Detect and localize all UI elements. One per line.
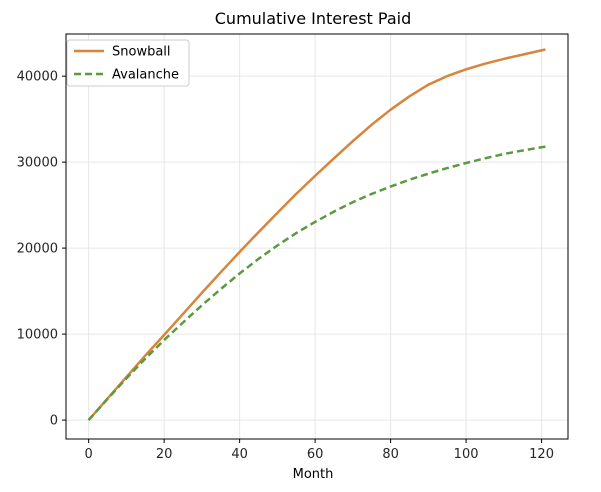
ticks: 0 20 40 60 80 100 120 0 10000 20000 30000 40000	[17, 70, 554, 462]
y-tick-label: 30000	[17, 156, 58, 171]
plot-frame	[65, 33, 569, 440]
y-tick-label: 40000	[17, 70, 58, 85]
legend-label-snowball: Snowball	[112, 45, 171, 60]
x-tick-label: 60	[307, 447, 324, 462]
gridlines	[66, 34, 568, 439]
x-tick-label: 40	[231, 447, 248, 462]
y-tick-label: 10000	[17, 328, 58, 343]
x-tick-label: 120	[529, 447, 554, 462]
x-tick-label: 100	[454, 447, 479, 462]
x-tick-label: 0	[85, 447, 93, 462]
y-tick-label: 0	[50, 414, 58, 429]
series-line-snowball	[87, 48, 546, 421]
legend-label-avalanche: Avalanche	[112, 68, 179, 83]
chart-title: Cumulative Interest Paid	[215, 9, 411, 28]
legend: Snowball Avalanche	[66, 39, 190, 87]
y-tick-label: 20000	[17, 242, 58, 257]
x-axis-label: Month	[293, 467, 334, 482]
x-tick-label: 20	[156, 447, 173, 462]
x-tick-label: 80	[382, 447, 399, 462]
series-layer	[87, 48, 546, 421]
series-line-avalanche	[87, 145, 546, 421]
